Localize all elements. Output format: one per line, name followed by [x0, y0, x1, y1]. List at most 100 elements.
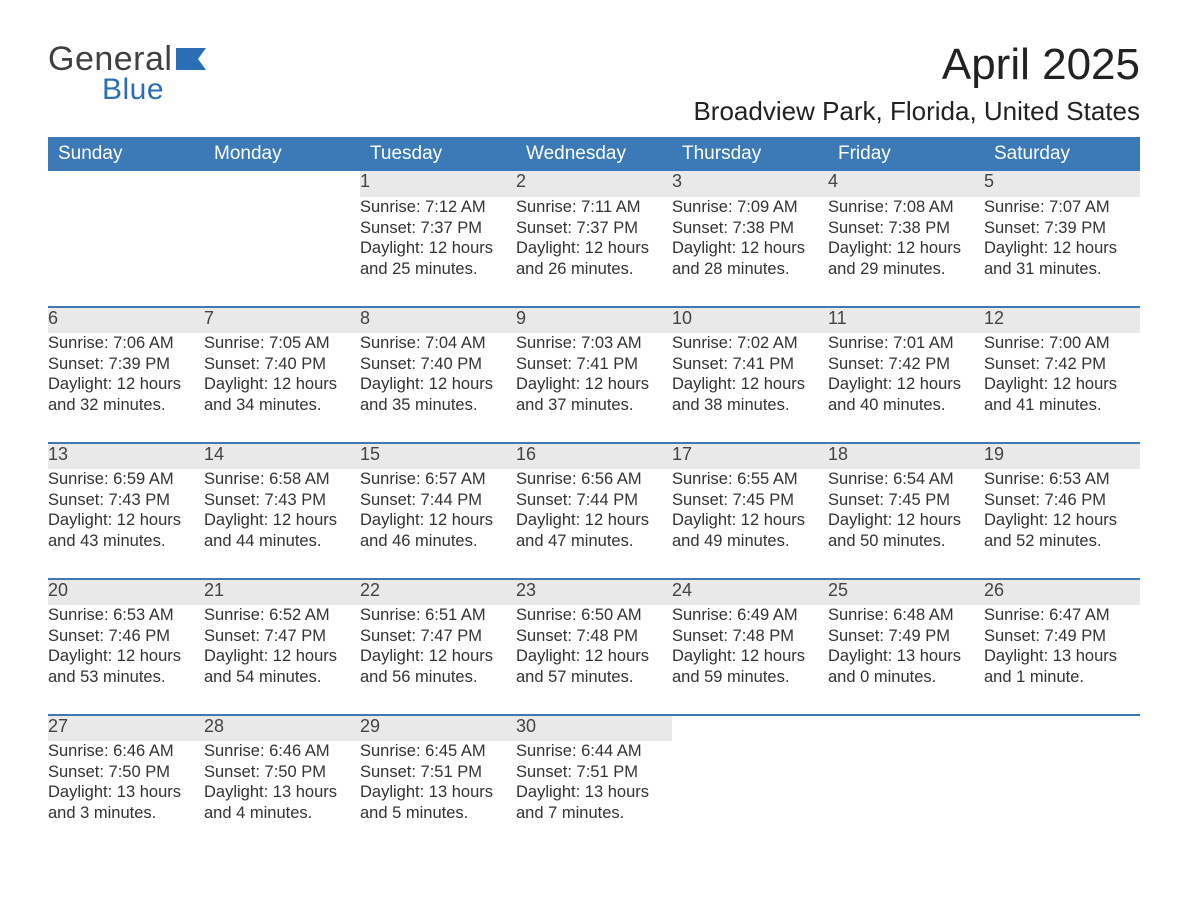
- day-number: 30: [516, 715, 672, 741]
- sunset-line: Sunset: 7:42 PM: [828, 354, 984, 375]
- weekday-header: Monday: [204, 137, 360, 171]
- day-cell: Sunrise: 6:49 AMSunset: 7:48 PMDaylight:…: [672, 605, 828, 715]
- daylight-line: Daylight: 13 hours and 1 minute.: [984, 646, 1140, 687]
- daylight-line: Daylight: 12 hours and 54 minutes.: [204, 646, 360, 687]
- day-number: 7: [204, 307, 360, 333]
- sunset-line: Sunset: 7:47 PM: [204, 626, 360, 647]
- sunset-line: Sunset: 7:37 PM: [516, 218, 672, 239]
- sunrise-line: Sunrise: 6:46 AM: [48, 741, 204, 762]
- sunset-line: Sunset: 7:50 PM: [48, 762, 204, 783]
- empty-cell: [48, 197, 204, 307]
- weekday-header: Tuesday: [360, 137, 516, 171]
- weekday-header: Sunday: [48, 137, 204, 171]
- day-cell: Sunrise: 6:51 AMSunset: 7:47 PMDaylight:…: [360, 605, 516, 715]
- sunset-line: Sunset: 7:42 PM: [984, 354, 1140, 375]
- day-cell: Sunrise: 6:56 AMSunset: 7:44 PMDaylight:…: [516, 469, 672, 579]
- day-number: 14: [204, 443, 360, 469]
- daylight-line: Daylight: 12 hours and 26 minutes.: [516, 238, 672, 279]
- sunrise-line: Sunrise: 7:07 AM: [984, 197, 1140, 218]
- day-cell: Sunrise: 6:48 AMSunset: 7:49 PMDaylight:…: [828, 605, 984, 715]
- daylight-line: Daylight: 12 hours and 41 minutes.: [984, 374, 1140, 415]
- day-cell: Sunrise: 7:12 AMSunset: 7:37 PMDaylight:…: [360, 197, 516, 307]
- sunrise-line: Sunrise: 7:05 AM: [204, 333, 360, 354]
- sunset-line: Sunset: 7:41 PM: [672, 354, 828, 375]
- calendar-table: SundayMondayTuesdayWednesdayThursdayFrid…: [48, 137, 1140, 851]
- sunset-line: Sunset: 7:48 PM: [516, 626, 672, 647]
- sunrise-line: Sunrise: 7:02 AM: [672, 333, 828, 354]
- day-number: 25: [828, 579, 984, 605]
- daylight-line: Daylight: 12 hours and 38 minutes.: [672, 374, 828, 415]
- daylight-line: Daylight: 12 hours and 52 minutes.: [984, 510, 1140, 551]
- daylight-line: Daylight: 12 hours and 34 minutes.: [204, 374, 360, 415]
- daylight-line: Daylight: 12 hours and 57 minutes.: [516, 646, 672, 687]
- day-cell: Sunrise: 7:01 AMSunset: 7:42 PMDaylight:…: [828, 333, 984, 443]
- day-cell: Sunrise: 7:04 AMSunset: 7:40 PMDaylight:…: [360, 333, 516, 443]
- day-cell: Sunrise: 7:08 AMSunset: 7:38 PMDaylight:…: [828, 197, 984, 307]
- day-number: 26: [984, 579, 1140, 605]
- day-cell: Sunrise: 7:00 AMSunset: 7:42 PMDaylight:…: [984, 333, 1140, 443]
- sunset-line: Sunset: 7:46 PM: [48, 626, 204, 647]
- day-number: 17: [672, 443, 828, 469]
- location-subtitle: Broadview Park, Florida, United States: [693, 96, 1140, 127]
- day-cell: Sunrise: 6:53 AMSunset: 7:46 PMDaylight:…: [984, 469, 1140, 579]
- daylight-line: Daylight: 13 hours and 7 minutes.: [516, 782, 672, 823]
- day-cell: Sunrise: 7:02 AMSunset: 7:41 PMDaylight:…: [672, 333, 828, 443]
- empty-cell: [828, 715, 984, 741]
- day-cell: Sunrise: 6:45 AMSunset: 7:51 PMDaylight:…: [360, 741, 516, 851]
- sunrise-line: Sunrise: 6:47 AM: [984, 605, 1140, 626]
- sunset-line: Sunset: 7:50 PM: [204, 762, 360, 783]
- daylight-line: Daylight: 12 hours and 56 minutes.: [360, 646, 516, 687]
- sunset-line: Sunset: 7:46 PM: [984, 490, 1140, 511]
- sunrise-line: Sunrise: 6:48 AM: [828, 605, 984, 626]
- daylight-line: Daylight: 12 hours and 37 minutes.: [516, 374, 672, 415]
- sunrise-line: Sunrise: 6:53 AM: [48, 605, 204, 626]
- weekday-header: Wednesday: [516, 137, 672, 171]
- sunrise-line: Sunrise: 7:12 AM: [360, 197, 516, 218]
- day-number: 9: [516, 307, 672, 333]
- day-number: 24: [672, 579, 828, 605]
- sunrise-line: Sunrise: 6:49 AM: [672, 605, 828, 626]
- daylight-line: Daylight: 12 hours and 53 minutes.: [48, 646, 204, 687]
- day-cell: Sunrise: 6:46 AMSunset: 7:50 PMDaylight:…: [204, 741, 360, 851]
- sunrise-line: Sunrise: 7:11 AM: [516, 197, 672, 218]
- weekday-header: Thursday: [672, 137, 828, 171]
- sunset-line: Sunset: 7:44 PM: [360, 490, 516, 511]
- sunrise-line: Sunrise: 6:55 AM: [672, 469, 828, 490]
- daylight-line: Daylight: 12 hours and 28 minutes.: [672, 238, 828, 279]
- sunset-line: Sunset: 7:38 PM: [828, 218, 984, 239]
- day-cell: Sunrise: 7:06 AMSunset: 7:39 PMDaylight:…: [48, 333, 204, 443]
- empty-cell: [984, 715, 1140, 741]
- day-cell: Sunrise: 6:58 AMSunset: 7:43 PMDaylight:…: [204, 469, 360, 579]
- sunrise-line: Sunrise: 6:52 AM: [204, 605, 360, 626]
- day-number: 4: [828, 171, 984, 197]
- day-number: 2: [516, 171, 672, 197]
- sunset-line: Sunset: 7:51 PM: [516, 762, 672, 783]
- sunset-line: Sunset: 7:51 PM: [360, 762, 516, 783]
- day-cell: Sunrise: 6:46 AMSunset: 7:50 PMDaylight:…: [48, 741, 204, 851]
- sunset-line: Sunset: 7:45 PM: [672, 490, 828, 511]
- day-cell: Sunrise: 6:52 AMSunset: 7:47 PMDaylight:…: [204, 605, 360, 715]
- daylight-line: Daylight: 12 hours and 32 minutes.: [48, 374, 204, 415]
- sunrise-line: Sunrise: 6:58 AM: [204, 469, 360, 490]
- weekday-header: Saturday: [984, 137, 1140, 171]
- daylight-line: Daylight: 12 hours and 50 minutes.: [828, 510, 984, 551]
- day-cell: Sunrise: 6:57 AMSunset: 7:44 PMDaylight:…: [360, 469, 516, 579]
- daylight-line: Daylight: 12 hours and 44 minutes.: [204, 510, 360, 551]
- day-cell: Sunrise: 6:54 AMSunset: 7:45 PMDaylight:…: [828, 469, 984, 579]
- day-number: 11: [828, 307, 984, 333]
- daylight-line: Daylight: 12 hours and 47 minutes.: [516, 510, 672, 551]
- empty-cell: [672, 741, 828, 851]
- day-number: 15: [360, 443, 516, 469]
- sunrise-line: Sunrise: 6:59 AM: [48, 469, 204, 490]
- sunrise-line: Sunrise: 6:56 AM: [516, 469, 672, 490]
- empty-cell: [984, 741, 1140, 851]
- day-cell: Sunrise: 6:50 AMSunset: 7:48 PMDaylight:…: [516, 605, 672, 715]
- daylight-line: Daylight: 13 hours and 5 minutes.: [360, 782, 516, 823]
- empty-cell: [48, 171, 204, 197]
- daylight-line: Daylight: 12 hours and 46 minutes.: [360, 510, 516, 551]
- daylight-line: Daylight: 12 hours and 49 minutes.: [672, 510, 828, 551]
- day-number: 27: [48, 715, 204, 741]
- sunrise-line: Sunrise: 6:54 AM: [828, 469, 984, 490]
- sunrise-line: Sunrise: 7:06 AM: [48, 333, 204, 354]
- empty-cell: [204, 171, 360, 197]
